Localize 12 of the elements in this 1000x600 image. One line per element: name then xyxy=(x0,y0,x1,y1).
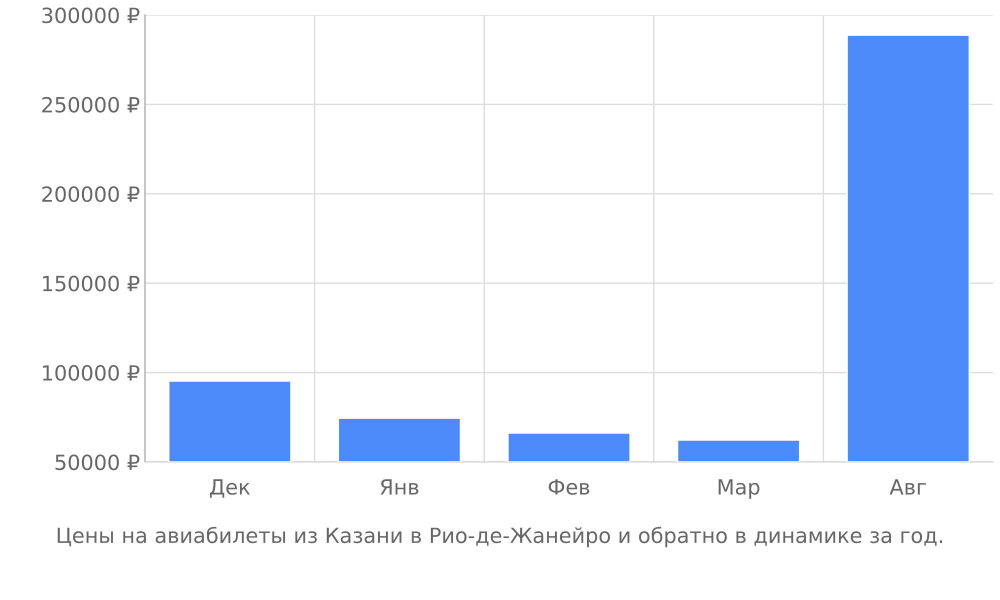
text: Цены на авиабилеты из Казани в Рио-де-Жанейро и обратно в динамике за год. xyxy=(58,526,942,548)
x-tick-label: Фев xyxy=(548,479,590,495)
x-tick-label: Янв xyxy=(380,479,418,494)
y-tick-label: 50000 ₽ xyxy=(56,454,140,470)
y-tick-label: 100000 ₽ xyxy=(43,365,140,381)
x-tick-label: Мар xyxy=(718,479,760,499)
y-tick-label: 200000 ₽ xyxy=(42,186,140,202)
y-tick-label: 150000 ₽ xyxy=(43,276,140,292)
x-tick-label: Дек xyxy=(210,479,250,498)
y-tick-label: 300000 ₽ xyxy=(42,7,140,24)
x-tick-label: Авг xyxy=(890,479,926,494)
y-tick-label: 250000 ₽ xyxy=(42,96,140,113)
